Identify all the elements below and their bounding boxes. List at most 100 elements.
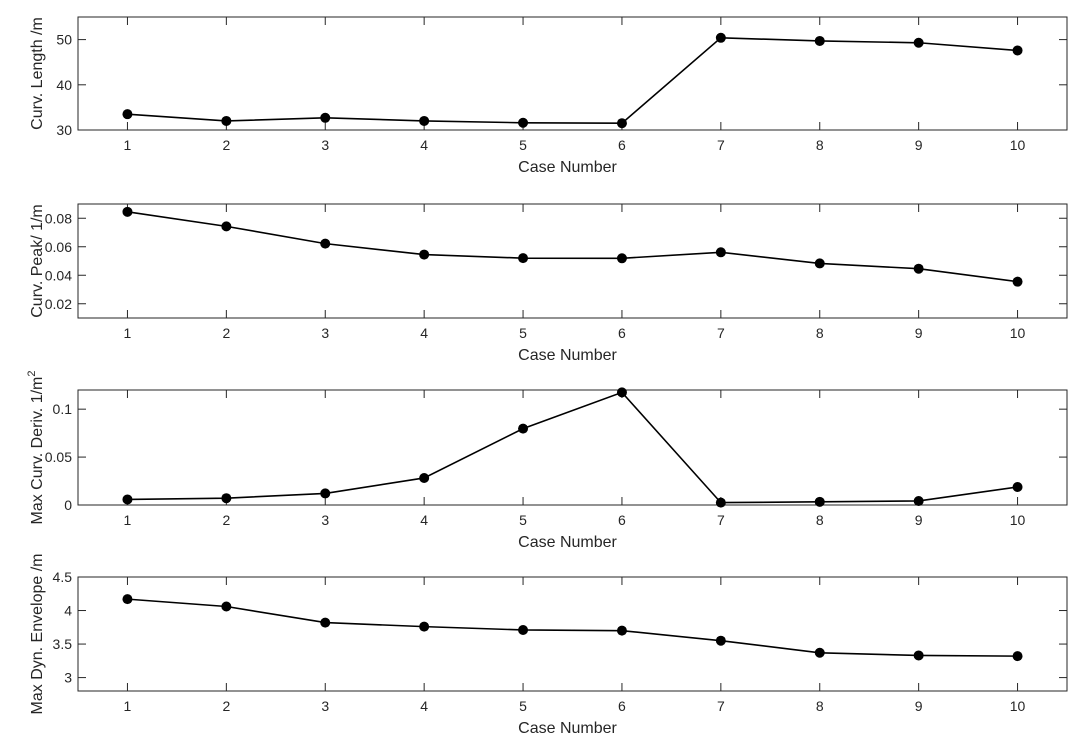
x-tick-label: 5: [519, 698, 527, 714]
axes-box: [77, 576, 1068, 692]
data-point: [1012, 481, 1023, 492]
data-point: [913, 37, 924, 48]
series-line: [127, 598, 1018, 657]
x-tick-label: 8: [816, 698, 824, 714]
data-point: [715, 635, 726, 646]
x-tick-label: 5: [519, 512, 527, 528]
data-point: [913, 650, 924, 661]
y-tick-label: 0.05: [45, 449, 72, 465]
data-point: [616, 387, 627, 398]
x-tick-label: 1: [124, 137, 132, 153]
data-point: [419, 249, 430, 260]
x-axis-label: Case Number: [518, 720, 617, 737]
y-tick-label: 50: [56, 32, 72, 48]
x-tick-label: 6: [618, 325, 626, 341]
x-tick-label: 8: [816, 512, 824, 528]
x-tick-label: 10: [1010, 512, 1026, 528]
data-point: [419, 115, 430, 126]
data-point: [814, 647, 825, 658]
data-point: [221, 601, 232, 612]
chart-panel-1: 1 2 3 4 5 6 7 8 9 10 30 40 50 Case Number Curv. Length…: [29, 16, 1068, 176]
data-point: [1012, 45, 1023, 56]
data-point: [320, 488, 331, 499]
series-line: [127, 391, 1018, 504]
data-point: [122, 206, 133, 217]
x-tick-label: 3: [321, 512, 329, 528]
x-tick-label: 2: [222, 512, 230, 528]
data-point: [1012, 276, 1023, 287]
x-tick-label: 7: [717, 698, 725, 714]
chart-panel-2: 1 2 3 4 5 6 7 8 9 10 0.02 0.04 0.06 0.08 Case Number Cu…: [29, 203, 1068, 364]
y-axis-label: Curv. Peak/ 1/m: [29, 204, 46, 318]
data-point: [221, 115, 232, 126]
axes-box: [77, 16, 1068, 131]
y-axis-label: Curv. Length /m: [29, 17, 46, 130]
data-point: [221, 493, 232, 504]
x-tick-label: 6: [618, 698, 626, 714]
x-tick-label: 4: [420, 512, 428, 528]
data-point: [518, 624, 529, 635]
y-tick-label: 0.06: [45, 239, 72, 255]
y-axis-label: Max Dyn. Envelope /m: [29, 554, 46, 715]
data-point: [913, 263, 924, 274]
x-tick-label: 7: [717, 325, 725, 341]
data-point: [320, 238, 331, 249]
data-point: [814, 496, 825, 507]
y-tick-label: 4.5: [53, 569, 73, 585]
data-point: [715, 32, 726, 43]
data-point: [518, 253, 529, 264]
axes-box: [77, 203, 1068, 319]
data-point: [320, 617, 331, 628]
data-point: [518, 423, 529, 434]
x-tick-label: 9: [915, 325, 923, 341]
data-point: [616, 625, 627, 636]
x-tick-label: 10: [1010, 698, 1026, 714]
x-axis-label: Case Number: [518, 534, 617, 551]
data-point: [122, 109, 133, 120]
y-tick-label: 0.04: [45, 267, 72, 283]
x-tick-label: 3: [321, 137, 329, 153]
x-tick-label: 1: [124, 512, 132, 528]
y-tick-label: 3.5: [53, 636, 73, 652]
y-tick-label: 0.08: [45, 210, 72, 226]
x-tick-label: 4: [420, 698, 428, 714]
x-tick-label: 9: [915, 512, 923, 528]
chart-panel-4: 1 2 3 4 5 6 7 8 9 10 3 3.5 4 4.5 Case Number Max Dyn. E…: [29, 554, 1068, 737]
data-point: [419, 472, 430, 483]
x-tick-label: 5: [519, 137, 527, 153]
x-tick-label: 6: [618, 137, 626, 153]
x-tick-label: 8: [816, 137, 824, 153]
x-tick-label: 3: [321, 698, 329, 714]
x-tick-label: 2: [222, 137, 230, 153]
data-point: [320, 112, 331, 123]
data-point: [814, 35, 825, 46]
x-tick-label: 4: [420, 137, 428, 153]
x-tick-label: 7: [717, 512, 725, 528]
x-tick-label: 2: [222, 325, 230, 341]
data-point: [419, 621, 430, 632]
x-tick-label: 10: [1010, 137, 1026, 153]
x-tick-label: 4: [420, 325, 428, 341]
x-axis-label: Case Number: [518, 347, 617, 364]
x-tick-label: 3: [321, 325, 329, 341]
axes-box: [77, 389, 1068, 506]
data-point: [122, 494, 133, 505]
y-tick-label: 30: [56, 122, 72, 138]
x-axis-label: Case Number: [518, 159, 617, 176]
y-tick-label: 0.1: [53, 401, 73, 417]
y-tick-label: 3: [64, 670, 72, 686]
series-line: [127, 211, 1018, 283]
data-point: [616, 118, 627, 129]
x-tick-label: 7: [717, 137, 725, 153]
x-tick-label: 1: [124, 698, 132, 714]
x-tick-label: 9: [915, 698, 923, 714]
data-point: [814, 258, 825, 269]
y-tick-label: 0: [64, 497, 72, 513]
data-point: [221, 221, 232, 232]
data-point: [518, 117, 529, 128]
x-tick-label: 6: [618, 512, 626, 528]
data-point: [616, 253, 627, 264]
data-point: [913, 495, 924, 506]
data-point: [715, 247, 726, 258]
